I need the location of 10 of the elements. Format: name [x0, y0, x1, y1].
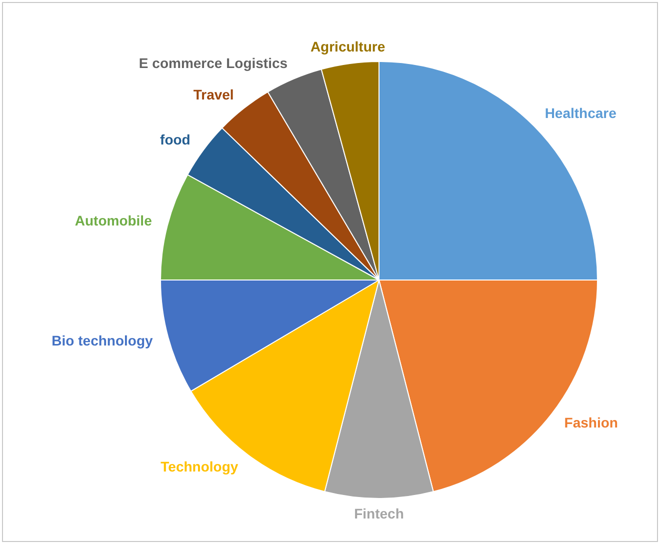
slice-label: food: [160, 132, 190, 148]
slice-label: Fintech: [354, 505, 404, 522]
slice-label: Fashion: [564, 414, 618, 431]
slice-label: E commerce Logistics: [138, 54, 288, 71]
slice-label: Technology: [160, 458, 238, 474]
slice-label: Agriculture: [310, 38, 386, 54]
slice-label: Travel: [193, 86, 234, 103]
slice-label: Healthcare: [544, 105, 617, 122]
slice-label: Bio technology: [52, 332, 154, 349]
slice-label: Automobile: [74, 212, 152, 229]
